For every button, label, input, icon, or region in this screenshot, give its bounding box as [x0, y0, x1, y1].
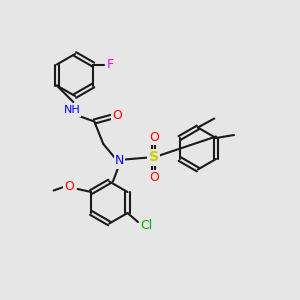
Text: NH: NH: [63, 105, 80, 116]
Text: Cl: Cl: [140, 219, 152, 232]
Text: F: F: [107, 58, 114, 71]
Text: O: O: [149, 171, 159, 184]
Text: O: O: [149, 130, 159, 144]
Text: N: N: [115, 154, 124, 167]
Text: O: O: [112, 109, 122, 122]
Text: O: O: [64, 180, 74, 193]
Text: S: S: [149, 151, 159, 164]
